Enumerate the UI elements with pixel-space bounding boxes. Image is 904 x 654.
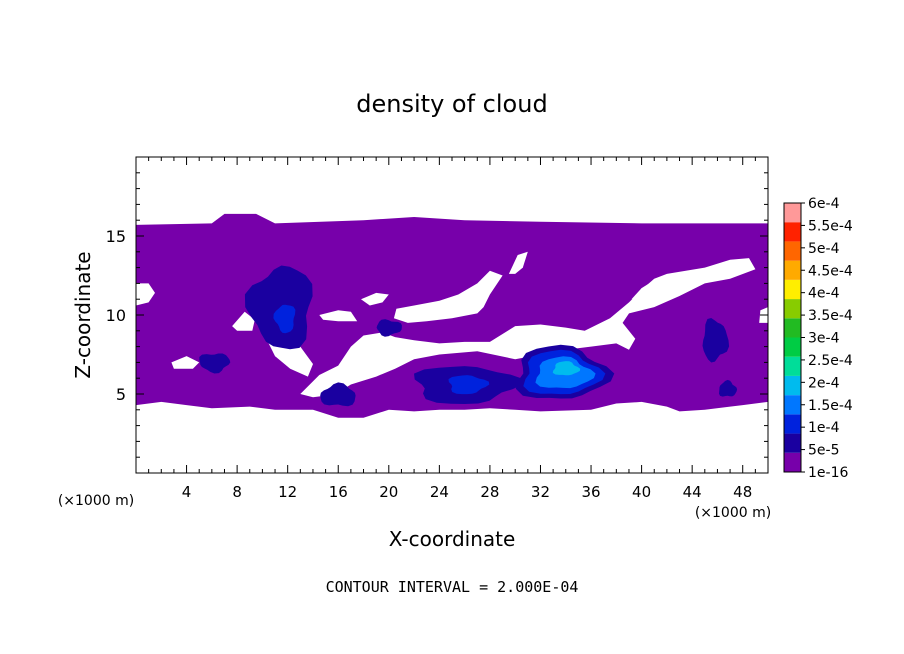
cloud-density-5e-5 — [719, 379, 738, 397]
colorbar-swatch — [784, 260, 801, 280]
cloud-gap — [136, 283, 155, 306]
x-tick-label: 36 — [581, 483, 600, 501]
colorbar-swatch — [784, 375, 801, 396]
colorbar-swatch — [784, 241, 801, 261]
x-tick-label: 4 — [182, 483, 192, 501]
colorbar-swatch — [784, 452, 801, 472]
colorbar-label: 1e-16 — [808, 465, 848, 481]
x-unit-left: (×1000 m) — [58, 493, 134, 509]
colorbar-label: 5e-4 — [808, 241, 840, 257]
colorbar-swatch — [784, 433, 801, 453]
contour-interval-footer: CONTOUR INTERVAL = 2.000E-04 — [326, 578, 579, 596]
cloud-density-5e-5 — [320, 382, 356, 407]
cloud-density-5e-5 — [376, 319, 402, 337]
x-tick-label: 12 — [278, 483, 297, 501]
colorbar: 1e-16 5e-5 1e-4 1.5e-4 2e-4 2.5e-4 3e-4 3.5e-4 4… — [783, 196, 853, 481]
colorbar-swatch — [784, 279, 801, 300]
chart-title: density of cloud — [356, 90, 547, 118]
y-tick-label: 10 — [106, 306, 126, 325]
y-tick-label: 15 — [106, 227, 126, 246]
cloud-gap — [631, 275, 667, 300]
x-tick-label: 24 — [430, 483, 449, 501]
colorbar-label: 5.5e-4 — [808, 218, 853, 234]
colorbar-label: 1e-4 — [808, 420, 840, 436]
colorbar-label: 3.5e-4 — [808, 308, 853, 324]
colorbar-label: 6e-4 — [808, 196, 840, 212]
x-tick-label: 40 — [632, 483, 651, 501]
cloud-gap — [171, 356, 200, 369]
x-tick-label: 44 — [683, 483, 702, 501]
x-axis-label: X-coordinate — [389, 527, 516, 551]
colorbar-swatch — [784, 318, 801, 338]
colorbar-swatch — [784, 203, 801, 223]
cloud-density-5e-5 — [702, 318, 730, 363]
colorbar-label: 4.5e-4 — [808, 263, 853, 279]
x-tick-label: 28 — [480, 483, 499, 501]
colorbar-swatch — [784, 222, 801, 242]
cloud-gap — [393, 270, 503, 323]
colorbar-label: 2.5e-4 — [808, 353, 853, 369]
x-tick-label: 48 — [733, 483, 752, 501]
cloud-gap — [232, 311, 255, 331]
cloud-density-1e-4 — [448, 375, 490, 395]
x-axis-ticks: 4 8 12 16 20 24 28 32 36 40 44 48 — [148, 157, 756, 501]
colorbar-label: 4e-4 — [808, 286, 840, 302]
colorbar-swatch — [784, 299, 801, 319]
cloud-gap — [319, 310, 358, 322]
cloud-gap — [361, 292, 389, 306]
cloud-density-2e-4 — [552, 361, 581, 376]
cloud-layer — [136, 213, 768, 418]
cloud-gap — [508, 251, 528, 274]
y-axis-label: Z-coordinate — [71, 251, 95, 378]
y-tick-label: 5 — [116, 385, 126, 404]
colorbar-swatch — [784, 356, 801, 376]
x-tick-label: 8 — [232, 483, 242, 501]
x-tick-label: 32 — [531, 483, 550, 501]
colorbar-label: 2e-4 — [808, 375, 840, 391]
colorbar-swatch — [784, 395, 801, 415]
colorbar-swatch — [784, 414, 801, 434]
cloud-density-5e-5 — [199, 353, 231, 374]
colorbar-label: 3e-4 — [808, 331, 840, 347]
x-tick-label: 20 — [379, 483, 398, 501]
y-unit-right: (×1000 m) — [695, 505, 771, 521]
colorbar-label: 5e-5 — [808, 443, 839, 459]
y-axis-ticks: 5 10 15 — [106, 172, 768, 458]
cloud-density-1e-4 — [273, 304, 296, 334]
colorbar-label: 1.5e-4 — [808, 398, 853, 414]
colorbar-swatch — [784, 337, 801, 357]
x-tick-label: 16 — [329, 483, 348, 501]
